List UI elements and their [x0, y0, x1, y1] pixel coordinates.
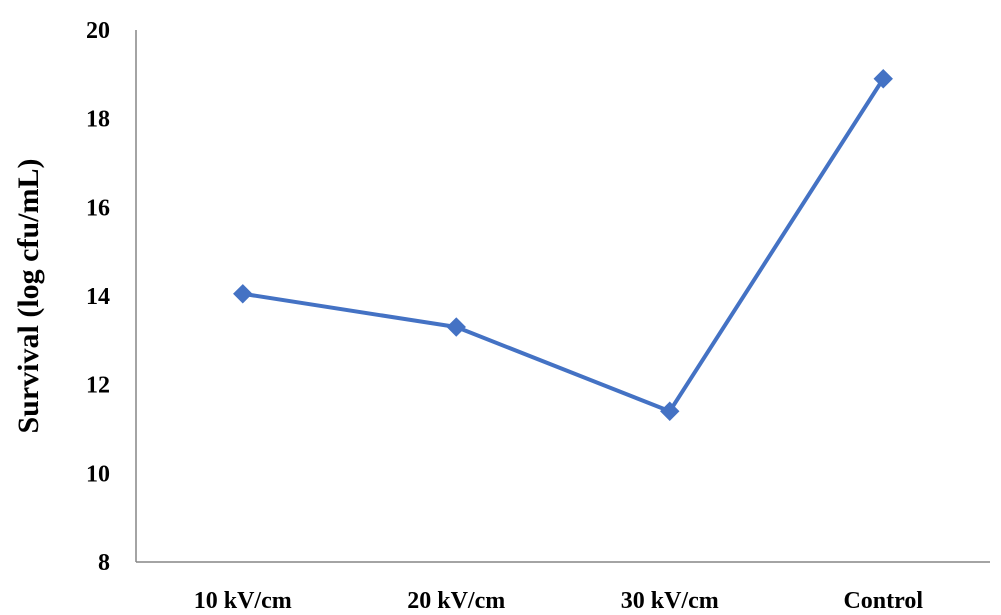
y-tick-label: 18	[86, 107, 110, 133]
y-tick-label: 10	[86, 461, 110, 487]
x-category-label: 30 kV/cm	[621, 588, 719, 610]
x-category-label: 10 kV/cm	[194, 588, 292, 610]
series-line	[242, 77, 885, 414]
data-point-marker	[446, 317, 466, 337]
data-point-marker	[233, 284, 253, 304]
data-point-marker	[873, 69, 893, 89]
y-tick-label: 16	[86, 195, 110, 221]
y-axis-title: Survival (log cfu/mL)	[12, 159, 45, 434]
y-tick-labels: 8 10 12 14 16 18 20	[86, 18, 110, 576]
x-category-label: Control	[843, 588, 923, 610]
series-layer	[233, 69, 893, 421]
y-tick-label: 8	[98, 550, 110, 576]
y-tick-label: 20	[86, 18, 110, 44]
y-tick-label: 14	[86, 284, 110, 310]
x-category-label: 20 kV/cm	[407, 588, 505, 610]
data-point-marker	[660, 401, 680, 421]
x-category-labels: 10 kV/cm 20 kV/cm 30 kV/cm Control	[194, 588, 924, 614]
y-tick-label: 12	[86, 373, 110, 399]
